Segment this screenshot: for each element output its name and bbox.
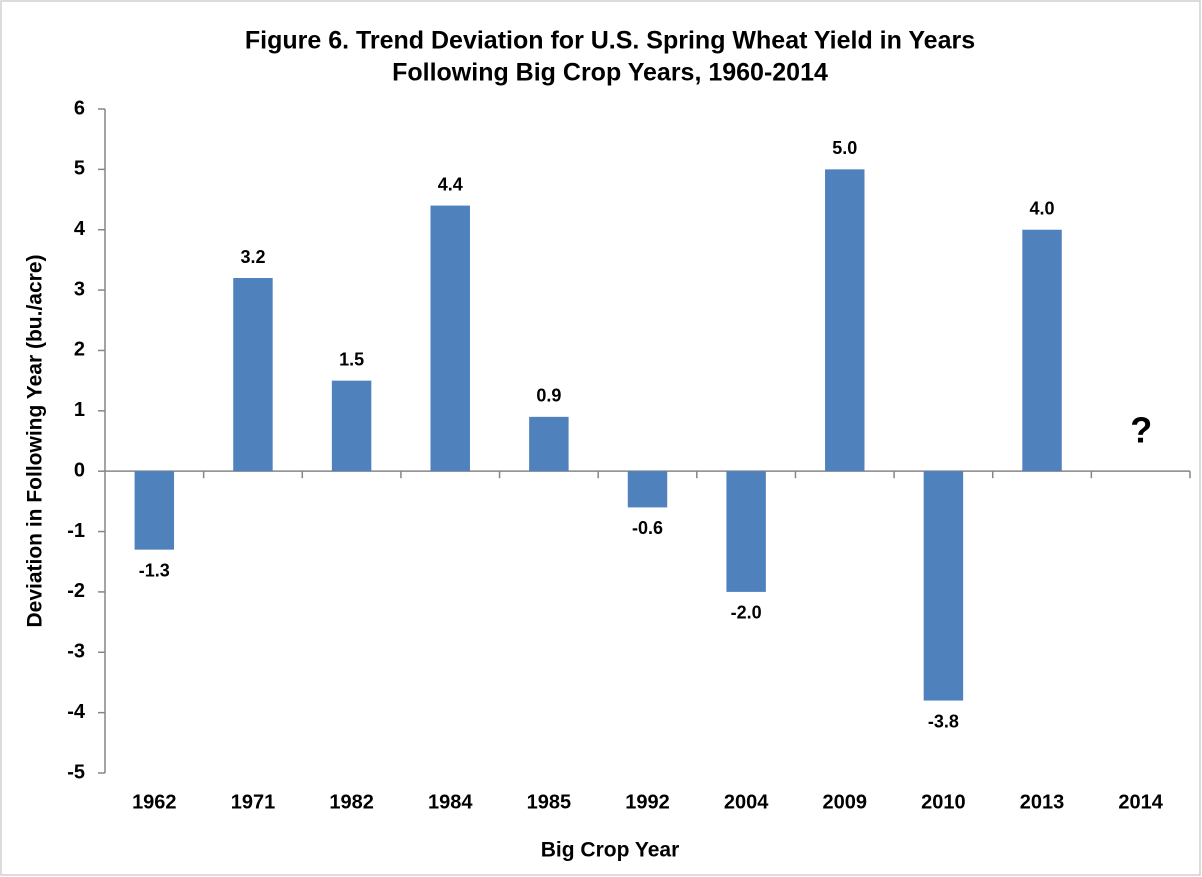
x-tick-label: 1982 (329, 791, 374, 813)
value-label: -0.6 (632, 518, 663, 538)
bar (627, 471, 668, 508)
bar (923, 471, 964, 701)
y-tick-label: 4 (74, 218, 86, 240)
value-label: 5.0 (832, 138, 857, 158)
chart-title: Figure 6. Trend Deviation for U.S. Sprin… (245, 27, 975, 55)
y-tick-label: -4 (67, 701, 86, 723)
y-axis-label: Deviation in Following Year (bu./acre) (24, 254, 47, 627)
x-tick-label: 2014 (1118, 791, 1163, 813)
value-label: -2.0 (731, 603, 762, 623)
bar (430, 205, 470, 472)
x-tick-label: 2010 (921, 791, 966, 813)
bar (331, 380, 372, 472)
value-label: 3.2 (240, 247, 265, 267)
bar (233, 278, 273, 472)
y-tick-label: -2 (67, 580, 85, 602)
value-label: 4.0 (1030, 198, 1055, 218)
y-tick-label: -3 (67, 641, 85, 663)
chart-title: Following Big Crop Years, 1960-2014 (392, 59, 828, 87)
bar (529, 416, 569, 472)
x-tick-label: 1992 (625, 791, 670, 813)
y-tick-label: 3 (74, 278, 85, 300)
value-label: -3.8 (928, 711, 959, 731)
x-tick-label: 1985 (527, 791, 572, 813)
x-tick-label: 1971 (231, 791, 276, 813)
x-tick-label: 2013 (1020, 791, 1065, 813)
bar (1022, 229, 1062, 472)
y-tick-label: -5 (67, 761, 85, 783)
value-label: 4.4 (438, 174, 463, 194)
y-tick-label: -1 (67, 520, 85, 542)
y-tick-label: 1 (74, 399, 85, 421)
y-tick-label: 0 (74, 459, 85, 481)
bar (726, 471, 766, 592)
bar (825, 169, 865, 472)
x-tick-label: 1962 (132, 791, 177, 813)
value-label: ? (1130, 410, 1152, 451)
y-tick-label: 2 (74, 339, 85, 361)
x-tick-label: 2004 (724, 791, 769, 813)
x-tick-label: 2009 (823, 791, 868, 813)
value-label: -1.3 (139, 560, 170, 580)
x-tick-label: 1984 (428, 791, 473, 813)
y-tick-label: 6 (74, 97, 85, 119)
y-tick-label: 5 (74, 158, 85, 180)
bar (134, 471, 175, 550)
value-label: 1.5 (339, 349, 364, 369)
value-label: 0.9 (536, 386, 561, 406)
x-axis-label: Big Crop Year (541, 839, 680, 862)
